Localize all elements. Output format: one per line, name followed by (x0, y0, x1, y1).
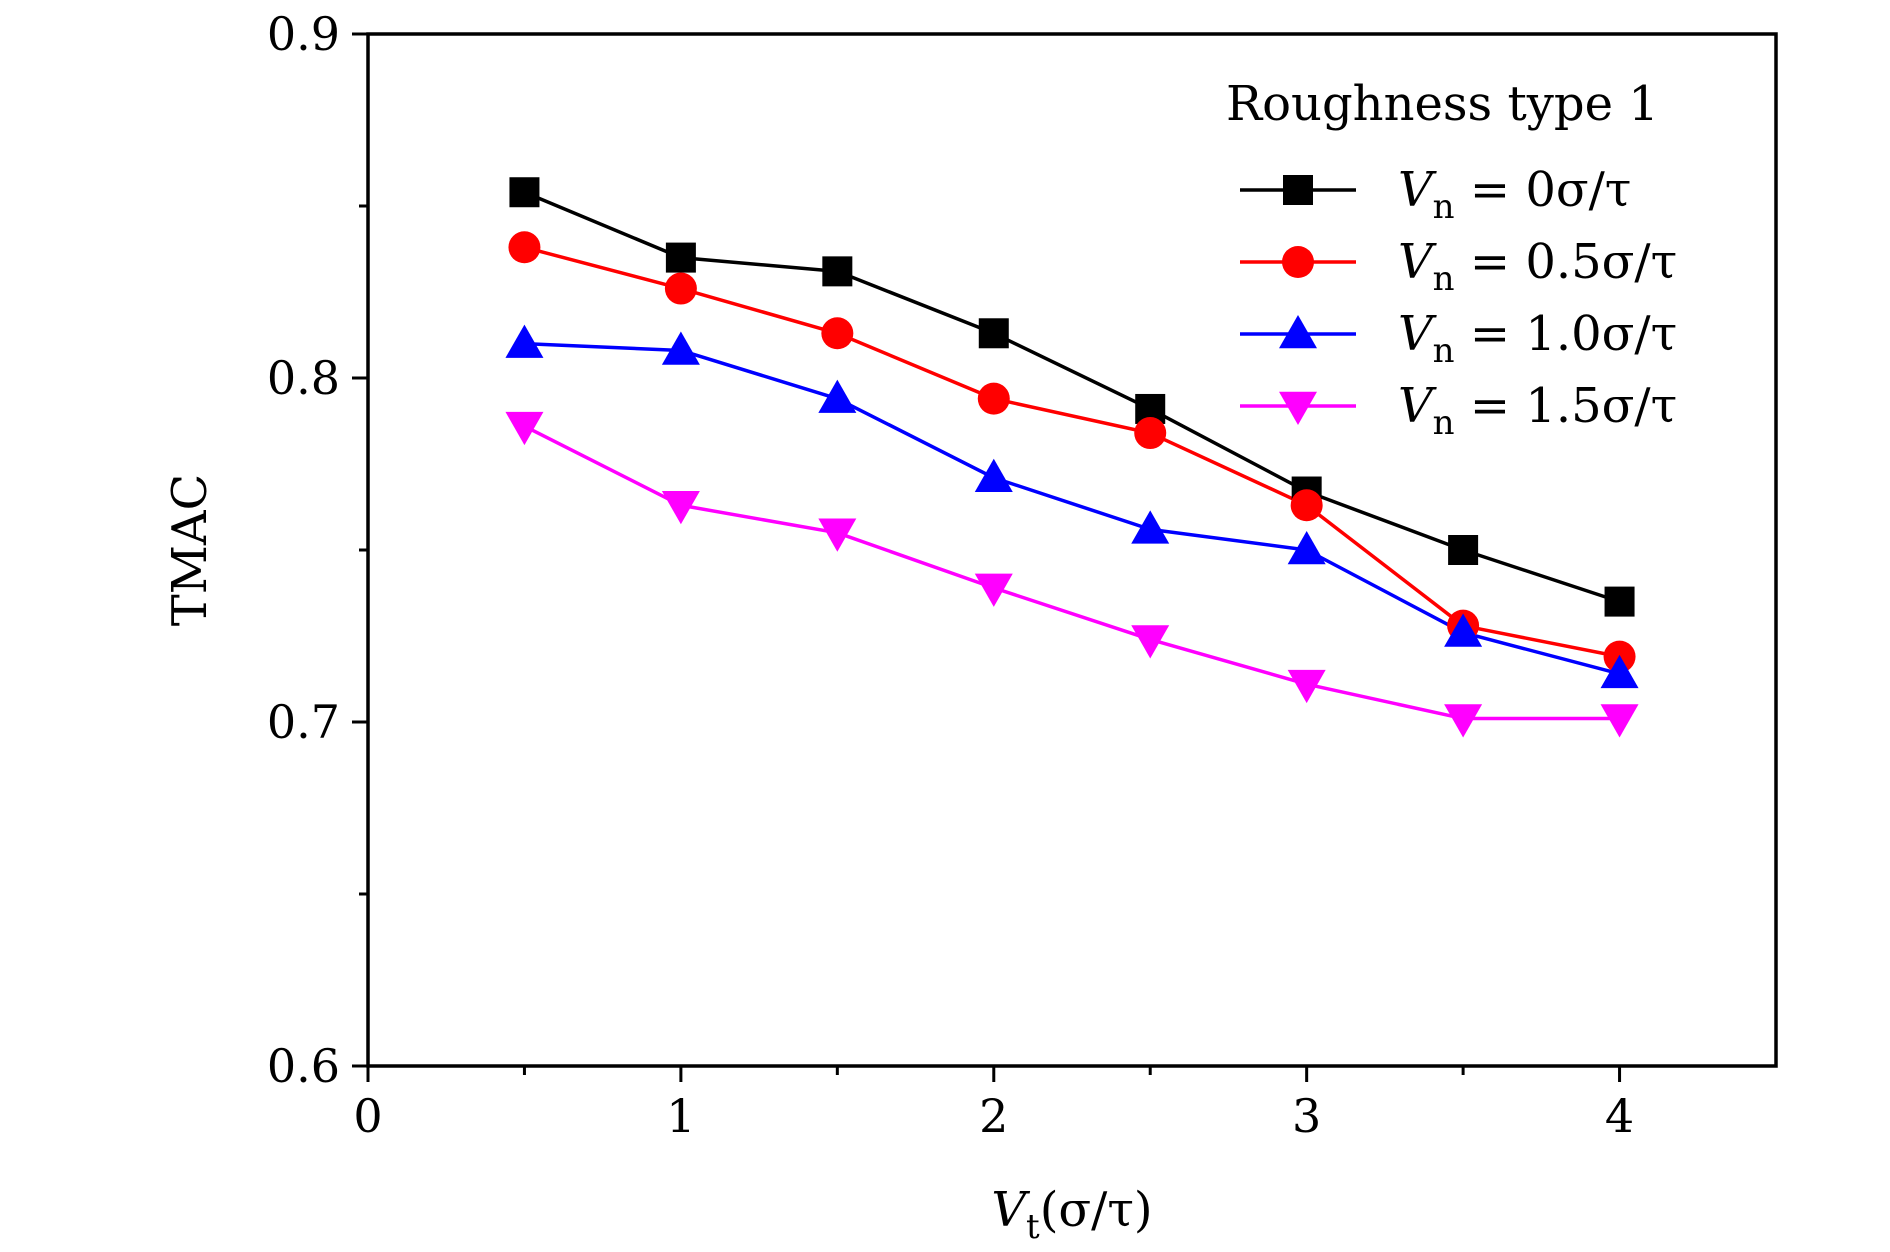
x-axis-label-rest: (σ/τ) (1040, 1182, 1153, 1238)
legend-marker-2 (1282, 246, 1314, 278)
data-point-s4 (1287, 669, 1326, 704)
legend-marker-1 (1283, 175, 1313, 205)
data-point-s1 (509, 177, 540, 208)
legend-label-symbol: V (1398, 162, 1437, 218)
data-point-s3 (1444, 613, 1483, 647)
data-point-s4 (505, 411, 544, 446)
axis-tick-labels: 0 1 2 3 4 0.6 0.7 0.8 0.9 (267, 7, 1634, 1143)
x-tick-label: 1 (666, 1089, 695, 1143)
y-tick-label: 0.7 (267, 695, 340, 749)
data-point-s2 (508, 231, 541, 264)
y-tick-label: 0.9 (267, 7, 340, 61)
legend-label-1: Vn = 0σ/τ (1398, 162, 1631, 227)
legend-label-rest: = 0σ/τ (1455, 162, 1632, 218)
legend-label-symbol: V (1398, 234, 1437, 290)
legend-label-3: Vn = 1.0σ/τ (1398, 306, 1677, 371)
data-point-s4 (1131, 625, 1170, 659)
data-point-s2 (1290, 489, 1323, 522)
y-tick-label: 0.8 (267, 351, 340, 405)
legend-label-subscript: n (1433, 259, 1455, 299)
x-axis-label-subscript: t (1026, 1207, 1040, 1247)
data-point-s1 (978, 318, 1009, 349)
data-point-s4 (1600, 704, 1639, 738)
data-point-s3 (1600, 654, 1639, 689)
series-lines (523, 190, 1621, 721)
data-point-s4 (974, 573, 1013, 607)
data-point-s4 (1444, 704, 1483, 738)
x-tick-label: 2 (979, 1089, 1008, 1143)
data-point-s4 (661, 491, 700, 525)
x-axis-label: Vt(σ/τ) (991, 1182, 1152, 1247)
legend-label-rest: = 1.5σ/τ (1455, 378, 1678, 434)
legend-label-subscript: n (1433, 187, 1455, 227)
legend: Roughness type 1 Vn = 0σ/τVn = 0.5σ/τVn … (1226, 76, 1677, 443)
x-tick-label: 4 (1605, 1089, 1634, 1143)
legend-marker-3 (1279, 315, 1317, 349)
data-point-s2 (977, 382, 1010, 415)
series-line-4 (523, 424, 1620, 721)
legend-label-symbol: V (1398, 378, 1437, 434)
data-point-s1 (665, 242, 696, 273)
data-point-s3 (505, 324, 544, 358)
y-axis-label: TMAC (162, 474, 218, 627)
series-markers (505, 177, 1639, 738)
data-point-s3 (1131, 510, 1170, 544)
legend-label-rest: = 1.0σ/τ (1455, 306, 1678, 362)
data-point-s4 (818, 518, 857, 552)
data-point-s2 (821, 317, 854, 350)
data-point-s1 (1448, 535, 1479, 565)
data-point-s2 (664, 272, 697, 305)
legend-label-symbol: V (1398, 306, 1437, 362)
x-tick-label: 3 (1292, 1089, 1321, 1143)
legend-label-2: Vn = 0.5σ/τ (1398, 234, 1677, 299)
series-line-1 (523, 190, 1621, 604)
x-tick-label: 0 (353, 1089, 382, 1143)
data-point-s3 (974, 458, 1013, 493)
axis-ticks (352, 32, 1622, 1082)
data-point-s3 (661, 331, 700, 365)
x-axis-label-symbol: V (991, 1182, 1030, 1238)
legend-label-rest: = 0.5σ/τ (1455, 234, 1678, 290)
legend-items: Vn = 0σ/τVn = 0.5σ/τVn = 1.0σ/τVn = 1.5σ… (1240, 162, 1677, 443)
data-point-s2 (1134, 417, 1167, 450)
data-point-s3 (1287, 531, 1326, 565)
legend-title: Roughness type 1 (1226, 76, 1659, 132)
series-line-3 (524, 341, 1621, 676)
y-tick-label: 0.6 (267, 1039, 340, 1093)
data-point-s3 (818, 379, 857, 413)
legend-marker-4 (1279, 391, 1317, 425)
legend-label-subscript: n (1433, 331, 1455, 371)
legend-label-subscript: n (1433, 403, 1455, 443)
data-point-s1 (1604, 586, 1635, 617)
series-line-2 (523, 245, 1620, 659)
data-point-s1 (822, 256, 853, 287)
legend-label-4: Vn = 1.5σ/τ (1398, 378, 1677, 443)
